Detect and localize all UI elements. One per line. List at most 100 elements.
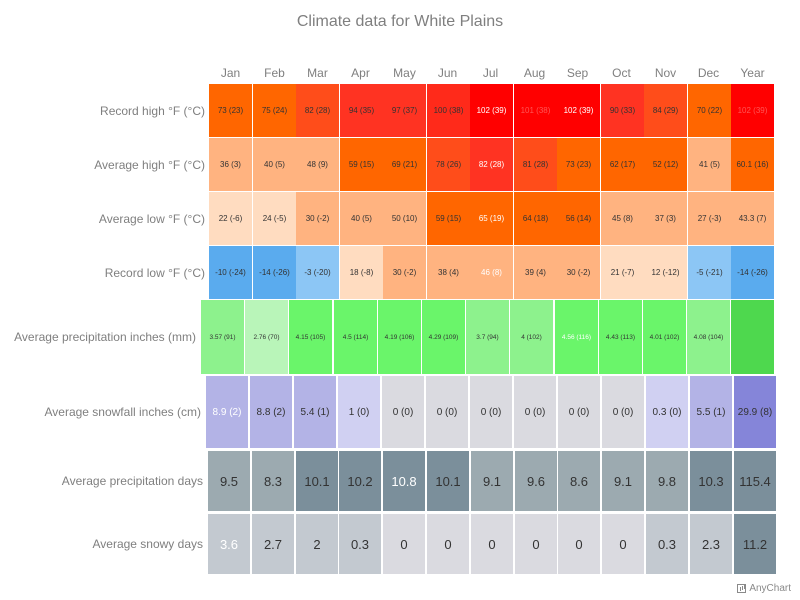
- table-cell[interactable]: 64 (18): [514, 192, 557, 245]
- table-cell[interactable]: 4.08 (104): [687, 300, 730, 374]
- table-cell[interactable]: 100 (38): [427, 84, 470, 137]
- table-cell[interactable]: 12 (-12): [644, 246, 687, 299]
- table-cell[interactable]: 9.5: [208, 451, 250, 511]
- table-cell[interactable]: 0 (0): [382, 376, 424, 448]
- table-cell[interactable]: 9.1: [471, 451, 513, 511]
- table-cell[interactable]: 10.3: [690, 451, 732, 511]
- table-cell[interactable]: -14 (-26): [731, 246, 774, 299]
- table-cell[interactable]: 52 (12): [644, 138, 687, 191]
- table-cell[interactable]: 9.6: [515, 451, 557, 511]
- table-cell[interactable]: 0 (0): [470, 376, 512, 448]
- table-cell[interactable]: 0 (0): [426, 376, 468, 448]
- anychart-credit[interactable]: AnyChart: [737, 583, 791, 594]
- table-cell[interactable]: 1 (0): [338, 376, 380, 448]
- table-cell[interactable]: 0 (0): [514, 376, 556, 448]
- table-cell[interactable]: 2.76 (70): [245, 300, 288, 374]
- table-cell[interactable]: 30 (-2): [557, 246, 600, 299]
- table-cell[interactable]: 65 (19): [470, 192, 513, 245]
- table-cell[interactable]: 2: [296, 514, 338, 574]
- table-cell[interactable]: 0: [515, 514, 557, 574]
- table-cell[interactable]: 3.57 (91): [201, 300, 244, 374]
- table-cell[interactable]: 27 (-3): [688, 192, 731, 245]
- table-cell[interactable]: 5.5 (1): [690, 376, 732, 448]
- table-cell[interactable]: 0: [471, 514, 513, 574]
- table-cell[interactable]: 94 (35): [340, 84, 383, 137]
- table-cell[interactable]: 41 (5): [688, 138, 731, 191]
- table-cell[interactable]: 0: [558, 514, 600, 574]
- table-cell[interactable]: 82 (28): [470, 138, 513, 191]
- table-cell[interactable]: 102 (39): [557, 84, 600, 137]
- table-cell[interactable]: 37 (3): [644, 192, 687, 245]
- table-cell[interactable]: 59 (15): [427, 192, 470, 245]
- table-cell[interactable]: 102 (39): [470, 84, 513, 137]
- table-cell[interactable]: 21 (-7): [601, 246, 644, 299]
- table-cell[interactable]: 2.7: [252, 514, 294, 574]
- table-cell[interactable]: 38 (4): [427, 246, 470, 299]
- table-cell[interactable]: 4.5 (114): [334, 300, 377, 374]
- table-cell[interactable]: 8.8 (2): [250, 376, 292, 448]
- table-cell[interactable]: 62 (17): [601, 138, 644, 191]
- table-cell[interactable]: -14 (-26): [253, 246, 296, 299]
- table-cell[interactable]: 22 (-6): [209, 192, 252, 245]
- table-cell[interactable]: 40 (5): [340, 192, 383, 245]
- table-cell[interactable]: 0 (0): [602, 376, 644, 448]
- table-cell[interactable]: 8.9 (2): [206, 376, 248, 448]
- table-cell[interactable]: 3.6: [208, 514, 250, 574]
- table-cell[interactable]: 10.2: [339, 451, 381, 511]
- table-cell[interactable]: 4.56 (116): [555, 300, 598, 374]
- table-cell[interactable]: 69 (21): [383, 138, 426, 191]
- table-cell[interactable]: 10.1: [296, 451, 338, 511]
- table-cell[interactable]: 78 (26): [427, 138, 470, 191]
- table-cell[interactable]: 97 (37): [383, 84, 426, 137]
- table-cell[interactable]: 36 (3): [209, 138, 252, 191]
- table-cell[interactable]: 10.8: [383, 451, 425, 511]
- table-cell[interactable]: 2.3: [690, 514, 732, 574]
- table-cell[interactable]: 0.3: [339, 514, 381, 574]
- table-cell[interactable]: 30 (-2): [383, 246, 426, 299]
- table-cell[interactable]: 0: [602, 514, 644, 574]
- table-cell[interactable]: 59 (15): [340, 138, 383, 191]
- table-cell[interactable]: 4.43 (113): [599, 300, 642, 374]
- table-cell[interactable]: 81 (28): [514, 138, 557, 191]
- table-cell[interactable]: 46 (8): [470, 246, 513, 299]
- table-cell[interactable]: 9.1: [602, 451, 644, 511]
- table-cell[interactable]: 0: [383, 514, 425, 574]
- table-cell[interactable]: 11.2: [734, 514, 776, 574]
- table-cell[interactable]: 90 (33): [601, 84, 644, 137]
- table-cell[interactable]: 60.1 (16): [731, 138, 774, 191]
- table-cell[interactable]: 50 (10): [383, 192, 426, 245]
- table-cell[interactable]: 4.15 (105): [289, 300, 332, 374]
- table-cell[interactable]: 18 (-8): [340, 246, 383, 299]
- table-cell[interactable]: 115.4: [734, 451, 776, 511]
- table-cell[interactable]: 84 (29): [644, 84, 687, 137]
- table-cell[interactable]: 75 (24): [253, 84, 296, 137]
- table-cell[interactable]: 0.3 (0): [646, 376, 688, 448]
- table-cell[interactable]: [731, 300, 774, 374]
- table-cell[interactable]: 30 (-2): [296, 192, 339, 245]
- table-cell[interactable]: 24 (-5): [253, 192, 296, 245]
- table-cell[interactable]: 56 (14): [557, 192, 600, 245]
- table-cell[interactable]: -10 (-24): [209, 246, 252, 299]
- table-cell[interactable]: 0 (0): [558, 376, 600, 448]
- table-cell[interactable]: 8.3: [252, 451, 294, 511]
- table-cell[interactable]: 4.01 (102): [643, 300, 686, 374]
- table-cell[interactable]: 3.7 (94): [466, 300, 509, 374]
- table-cell[interactable]: 70 (22): [688, 84, 731, 137]
- table-cell[interactable]: 4.19 (106): [378, 300, 421, 374]
- table-cell[interactable]: 39 (4): [514, 246, 557, 299]
- table-cell[interactable]: 45 (8): [601, 192, 644, 245]
- table-cell[interactable]: 102 (39): [731, 84, 774, 137]
- table-cell[interactable]: 73 (23): [557, 138, 600, 191]
- table-cell[interactable]: 4 (102): [510, 300, 553, 374]
- table-cell[interactable]: 101 (38): [514, 84, 557, 137]
- table-cell[interactable]: 5.4 (1): [294, 376, 336, 448]
- table-cell[interactable]: 73 (23): [209, 84, 252, 137]
- table-cell[interactable]: -3 (-20): [296, 246, 339, 299]
- table-cell[interactable]: 9.8: [646, 451, 688, 511]
- table-cell[interactable]: 8.6: [558, 451, 600, 511]
- table-cell[interactable]: 4.29 (109): [422, 300, 465, 374]
- table-cell[interactable]: 48 (9): [296, 138, 339, 191]
- table-cell[interactable]: 29.9 (8): [734, 376, 776, 448]
- table-cell[interactable]: 43.3 (7): [731, 192, 774, 245]
- table-cell[interactable]: 10.1: [427, 451, 469, 511]
